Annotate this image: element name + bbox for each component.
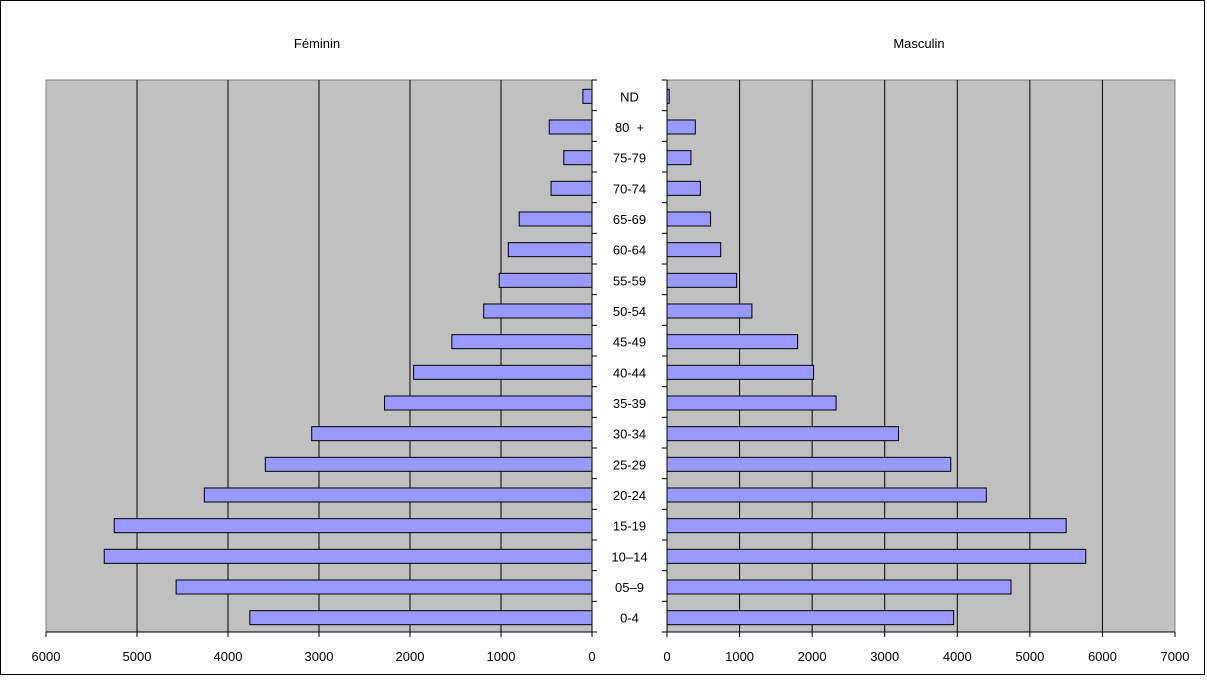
right-x-tick-label: 7000 [1161,649,1190,664]
bar-masculin [666,119,696,135]
left-x-tick-label: 5000 [123,649,152,664]
category-label: 60-64 [613,243,646,258]
right-gridlines [739,80,1103,632]
bar-feminin [113,518,593,534]
bar-masculin [666,364,815,380]
right-panel-title: Masculin [893,36,944,51]
axes [45,79,1176,637]
bar-masculin [666,548,1087,564]
bar-feminin [103,548,593,564]
left-bars [103,88,593,626]
bar-feminin [384,395,593,411]
category-label: ND [620,89,639,104]
bar-feminin [550,180,593,196]
right-x-tick-label: 6000 [1088,649,1117,664]
category-label: 15-19 [613,519,646,534]
category-label: 65-69 [613,212,646,227]
right-x-tick-label: 3000 [870,649,899,664]
category-label: 40-44 [613,365,646,380]
category-label: 05–9 [615,580,644,595]
bar-feminin [249,610,593,626]
left-tick-labels: 0 1000 2000 3000 4000 5000 6000 [32,649,596,664]
right-x-tick-label: 5000 [1015,649,1044,664]
category-label: 10–14 [611,549,647,564]
left-gridlines [136,80,502,632]
bar-feminin [264,456,593,472]
right-tick-labels: 0 1000 2000 3000 4000 5000 6000 7000 [663,649,1189,664]
left-x-tick-label: 1000 [487,649,516,664]
bar-masculin [666,579,1012,595]
bar-feminin [451,334,593,350]
bar-masculin [666,211,712,227]
bar-masculin [666,334,799,350]
bar-masculin [666,395,837,411]
bar-masculin [666,456,952,472]
category-label: 20-24 [613,488,646,503]
right-plot-area [666,79,1176,633]
bar-feminin [483,303,593,319]
bar-feminin [311,426,593,442]
category-label: 50-54 [613,304,646,319]
bar-feminin [582,88,593,104]
bar-masculin [666,303,753,319]
right-x-tick-label: 1000 [725,649,754,664]
right-bars [666,88,1087,626]
bar-masculin [666,487,987,503]
left-x-tick-label: 3000 [305,649,334,664]
left-x-tick-label: 4000 [214,649,243,664]
bar-feminin [518,211,593,227]
bar-masculin [666,272,738,288]
bar-feminin [507,242,593,258]
left-x-tick-label: 0 [588,649,595,664]
bar-masculin [666,150,692,166]
bar-masculin [666,518,1067,534]
left-x-tick-label: 2000 [396,649,425,664]
bar-feminin [413,364,593,380]
bar-masculin [666,242,722,258]
bar-masculin [666,180,701,196]
category-label: 70-74 [613,181,646,196]
bar-feminin [563,150,593,166]
bar-feminin [203,487,593,503]
category-label: 55-59 [613,273,646,288]
category-label: 75-79 [613,151,646,166]
category-label: 30-34 [613,427,646,442]
category-label: 45-49 [613,335,646,350]
bar-masculin [666,426,900,442]
category-label: 80 + [615,120,644,135]
right-x-tick-label: 4000 [943,649,972,664]
category-label: 0-4 [620,611,639,626]
bar-feminin [175,579,593,595]
right-x-tick-label: 0 [663,649,670,664]
left-panel-title: Féminin [294,36,340,51]
category-label: 35-39 [613,396,646,411]
right-x-tick-label: 2000 [798,649,827,664]
bar-masculin [666,610,955,626]
bar-feminin [498,272,593,288]
category-labels: ND 80 + 75-79 70-74 65-69 60-64 55-59 50-54 45-4… [611,89,647,625]
bar-feminin [548,119,593,135]
category-label: 25-29 [613,457,646,472]
left-x-tick-label: 6000 [32,649,61,664]
